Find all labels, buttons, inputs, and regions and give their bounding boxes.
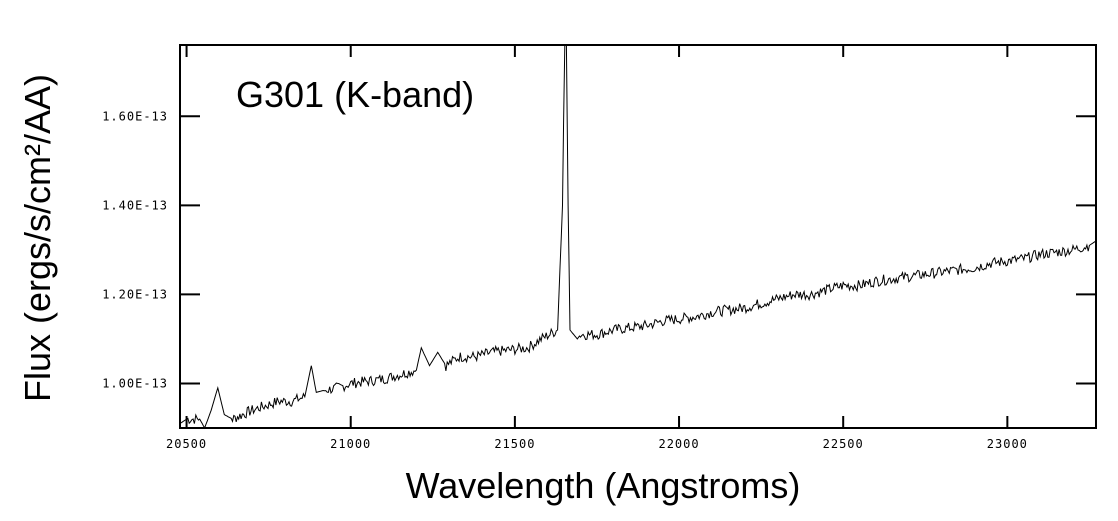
x-tick-label: 21500 bbox=[494, 437, 535, 451]
x-axis-title: Wavelength (Angstroms) bbox=[406, 465, 801, 506]
chart-title: G301 (K-band) bbox=[236, 74, 474, 115]
x-tick-label: 22000 bbox=[658, 437, 699, 451]
spectrum-line bbox=[179, 44, 1097, 430]
y-tick-label: 1.00E-13 bbox=[102, 376, 168, 390]
y-tick-label: 1.60E-13 bbox=[102, 109, 168, 123]
x-tick-label: 22500 bbox=[823, 437, 864, 451]
axis-ticks bbox=[180, 45, 1096, 428]
y-tick-label: 1.40E-13 bbox=[102, 198, 168, 212]
x-tick-labels: 20500 21000 21500 22000 22500 23000 bbox=[166, 437, 1028, 451]
plot-frame bbox=[179, 44, 1097, 429]
y-axis-title: Flux (ergs/s/cm²/AA) bbox=[17, 74, 58, 402]
x-tick-label: 23000 bbox=[987, 437, 1028, 451]
y-tick-labels: 1.00E-13 1.20E-13 1.40E-13 1.60E-13 bbox=[102, 109, 168, 390]
x-tick-label: 21000 bbox=[330, 437, 371, 451]
y-tick-label: 1.20E-13 bbox=[102, 287, 168, 301]
x-tick-label: 20500 bbox=[166, 437, 207, 451]
